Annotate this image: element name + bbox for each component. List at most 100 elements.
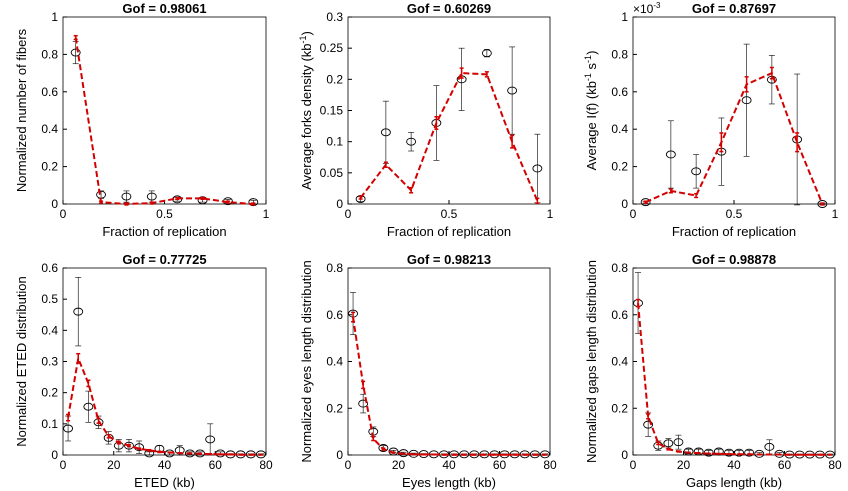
superscript: -1 (583, 55, 593, 63)
error-bar (693, 154, 700, 189)
error-bar (666, 447, 671, 451)
x-tick-label: 0 (60, 207, 67, 221)
y-tick-label: 0.3 (41, 355, 58, 369)
y-tick-label: 0.8 (41, 47, 58, 61)
error-bar (149, 201, 154, 205)
error-bar (175, 196, 180, 201)
error-bar (207, 423, 214, 456)
data-point (378, 444, 389, 452)
superscript: -1 (298, 35, 308, 43)
data-point (532, 164, 543, 173)
y-tick-label: 0.4 (41, 122, 58, 136)
panel-title: Gof = 0.98213 (407, 252, 491, 267)
x-tick-label: 1 (832, 207, 839, 221)
y-tick-label: 0 (621, 448, 628, 462)
panel-title: Gof = 0.87697 (692, 1, 776, 16)
y-tick-label: 0.15 (320, 104, 344, 118)
data-point (459, 450, 470, 459)
y-tick-label: 0.6 (41, 261, 58, 275)
x-axis-label: Eyes length (kb) (402, 475, 496, 490)
y-tick-label: 0.3 (326, 10, 343, 24)
panel-title: Gof = 0.77725 (122, 252, 206, 267)
error-bar (458, 47, 465, 111)
y-axis-label: Normalized number of fibers (14, 28, 29, 192)
panel: 0 20 40 60 80 0 0.2 0.4 0.6 0.8 Gof = 0.98213 Eyes … (299, 252, 557, 490)
x-axis-label: Gaps length (kb) (686, 475, 782, 490)
axes-box (632, 267, 836, 456)
error-bar (719, 132, 724, 153)
error-bar (484, 71, 489, 78)
y-tick-label: 0.8 (611, 261, 628, 275)
y-tick-label: 1 (621, 10, 628, 24)
data-point (663, 439, 674, 448)
y-tick-label: 0.2 (326, 401, 343, 415)
error-bar (218, 453, 223, 456)
error-bar (157, 450, 162, 454)
x-tick-label: 20 (107, 458, 121, 472)
data-point (481, 49, 492, 58)
y-tick-label: 0.8 (326, 261, 343, 275)
panel: 0 20 40 60 80 0 0.1 0.2 0.3 0.4 0.5 0.6 Gof = 0.7772… (14, 252, 273, 490)
x-tick-label: 20 (677, 458, 691, 472)
error-bar (238, 453, 243, 456)
error-bar (124, 202, 129, 206)
data-point (146, 192, 157, 201)
panel: 0 0.5 1 0 0.2 0.4 0.6 0.8 1 Gof = 0.87697 Fraction… (583, 1, 839, 239)
data-point (83, 402, 94, 411)
multiplier-base: ×10 (633, 2, 654, 16)
error-bar (668, 188, 673, 194)
x-tick-label: 0.5 (441, 207, 458, 221)
y-tick-label: 0.05 (320, 166, 344, 180)
y-tick-label: 0.1 (41, 417, 58, 431)
y-axis-label: Average I(f) (kb-1 s-1) (583, 51, 599, 171)
error-bar (434, 115, 439, 130)
error-bar (73, 34, 78, 41)
x-tick-label: 0.5 (726, 207, 743, 221)
data-point (184, 449, 195, 458)
error-bar (744, 76, 749, 93)
error-bar (768, 55, 775, 105)
x-tick-label: 0 (630, 458, 637, 472)
axes-box (62, 267, 267, 456)
x-axis-label: Fraction of replication (672, 224, 796, 239)
error-bar (371, 436, 376, 442)
model-line (637, 302, 830, 456)
error-bar (636, 298, 641, 308)
data-point (124, 441, 134, 450)
model-line (67, 354, 261, 456)
data-point (724, 448, 734, 457)
error-bar (667, 120, 674, 189)
data-point (449, 450, 459, 459)
data-point (683, 447, 694, 456)
y-tick-label: 0.25 (320, 41, 344, 55)
error-bar (408, 132, 415, 152)
error-bar (66, 413, 71, 422)
label-part: Average I(f) (kb (584, 81, 599, 170)
error-bar (116, 440, 121, 445)
model-line (359, 72, 539, 202)
data-point (673, 438, 684, 447)
error-bar (208, 453, 213, 456)
data-point (70, 48, 81, 57)
error-bar (766, 439, 773, 455)
error-bar (391, 451, 396, 454)
axes-box (347, 16, 551, 205)
label-part: Average forks density (kb (299, 43, 314, 189)
error-bar (694, 192, 699, 199)
x-tick-label: 80 (828, 458, 842, 472)
x-tick-label: 20 (392, 458, 406, 472)
y-axis-label: Normalized ETED distribution (14, 276, 29, 447)
error-bar (382, 100, 389, 164)
error-bar (146, 451, 153, 456)
error-bar (167, 451, 172, 454)
error-bar (534, 133, 541, 204)
data-point (665, 150, 676, 159)
x-tick-label: 0 (630, 207, 637, 221)
error-bar (483, 49, 490, 58)
x-tick-label: 40 (442, 458, 456, 472)
y-axis-label: Normalized gaps length distribution (584, 260, 599, 463)
x-tick-label: 80 (543, 458, 557, 472)
data-point (741, 96, 752, 105)
panel: 0 0.5 1 0 0.05 0.1 0.15 0.2 0.25 0.3 Gof = 0.60269… (298, 1, 554, 239)
